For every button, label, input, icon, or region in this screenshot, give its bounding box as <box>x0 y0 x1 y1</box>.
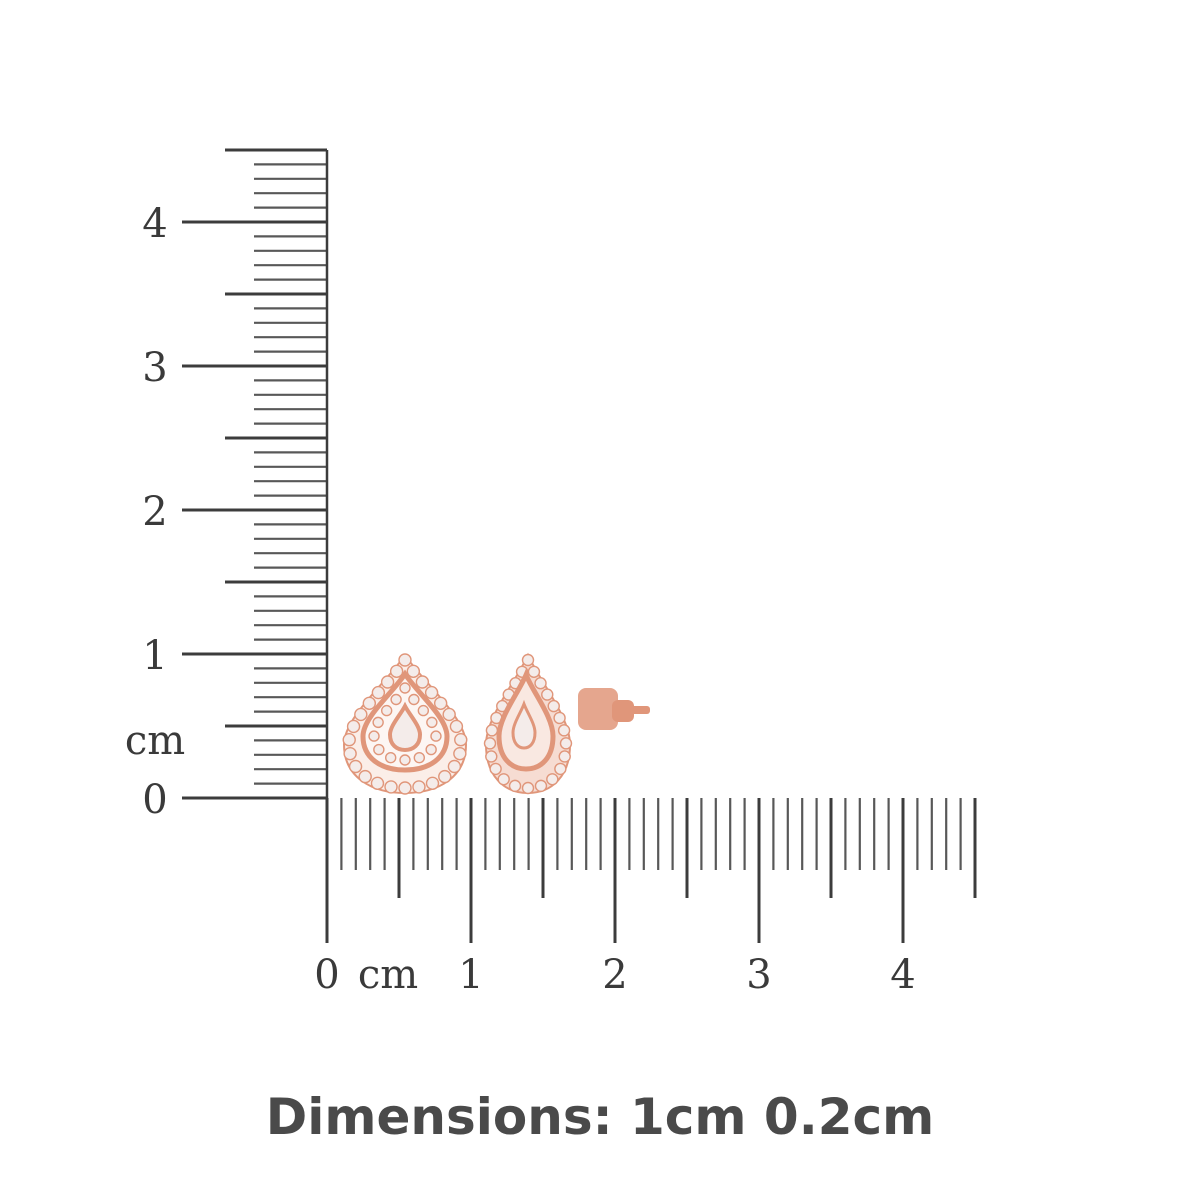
stone <box>425 743 437 756</box>
horizontal-unit-label: cm <box>358 952 418 998</box>
stone <box>426 716 438 729</box>
earring-back <box>578 688 618 730</box>
stone <box>398 653 412 667</box>
stone <box>389 664 404 678</box>
stone <box>399 682 411 694</box>
stone <box>485 750 498 763</box>
stone <box>438 769 452 784</box>
stone <box>408 693 420 706</box>
vertical-unit-label: cm <box>125 718 185 764</box>
stone <box>508 779 522 793</box>
stone <box>342 733 356 747</box>
stone <box>534 677 547 690</box>
stone <box>447 759 462 774</box>
stone <box>425 776 440 791</box>
horizontal-label-2: 2 <box>602 952 627 998</box>
stone <box>380 675 395 689</box>
stone <box>534 779 548 793</box>
stone <box>527 665 541 678</box>
stone <box>554 762 567 776</box>
stone <box>362 696 377 710</box>
horizontal-label-3: 3 <box>746 952 771 998</box>
stone <box>442 707 456 722</box>
stone <box>346 719 361 734</box>
vertical-label-0: 0 <box>142 777 167 823</box>
stone <box>368 730 380 742</box>
stone <box>384 752 397 764</box>
stone <box>390 693 402 706</box>
stone <box>557 724 571 737</box>
stone <box>553 711 566 725</box>
stone <box>541 688 554 701</box>
stone <box>453 746 467 761</box>
stone <box>521 653 535 667</box>
stone <box>424 685 439 700</box>
vertical-ruler <box>182 148 329 800</box>
stone <box>430 730 442 742</box>
stone <box>370 776 385 791</box>
horizontal-label-1: 1 <box>458 952 483 998</box>
earring-front-view <box>342 653 468 795</box>
vertical-label-2: 2 <box>142 489 167 535</box>
stone <box>415 675 430 689</box>
vertical-label-1: 1 <box>142 633 167 679</box>
earring-clutch <box>612 700 634 722</box>
stone <box>559 737 573 750</box>
horizontal-ruler <box>325 798 977 943</box>
stone <box>358 769 372 784</box>
stone <box>398 781 412 795</box>
stone <box>354 707 368 722</box>
stone <box>417 704 430 717</box>
stone <box>399 754 411 766</box>
stone <box>413 752 426 764</box>
stone <box>348 759 363 774</box>
stone <box>384 780 398 794</box>
stone <box>372 716 384 729</box>
stone <box>546 773 559 786</box>
stone <box>343 746 357 761</box>
stone <box>483 737 497 750</box>
stone <box>449 719 464 734</box>
stone <box>371 685 386 700</box>
stone <box>406 664 421 678</box>
horizontal-label-4: 4 <box>890 952 915 998</box>
stone <box>547 699 560 713</box>
stone <box>497 773 510 786</box>
stone <box>412 780 426 794</box>
stone <box>485 724 499 737</box>
stone <box>454 733 468 747</box>
dimensions-caption: Dimensions: 1cm 0.2cm <box>265 1088 935 1146</box>
vertical-label-3: 3 <box>142 345 167 391</box>
stone <box>380 704 393 717</box>
vertical-label-4: 4 <box>142 201 167 247</box>
earring-side-view <box>483 652 650 795</box>
stone <box>521 781 535 795</box>
earring-post <box>630 706 650 714</box>
stone <box>489 762 502 776</box>
stone <box>558 750 571 763</box>
stone <box>373 743 385 756</box>
horizontal-label-0: 0 <box>314 952 339 998</box>
stone <box>433 696 448 710</box>
